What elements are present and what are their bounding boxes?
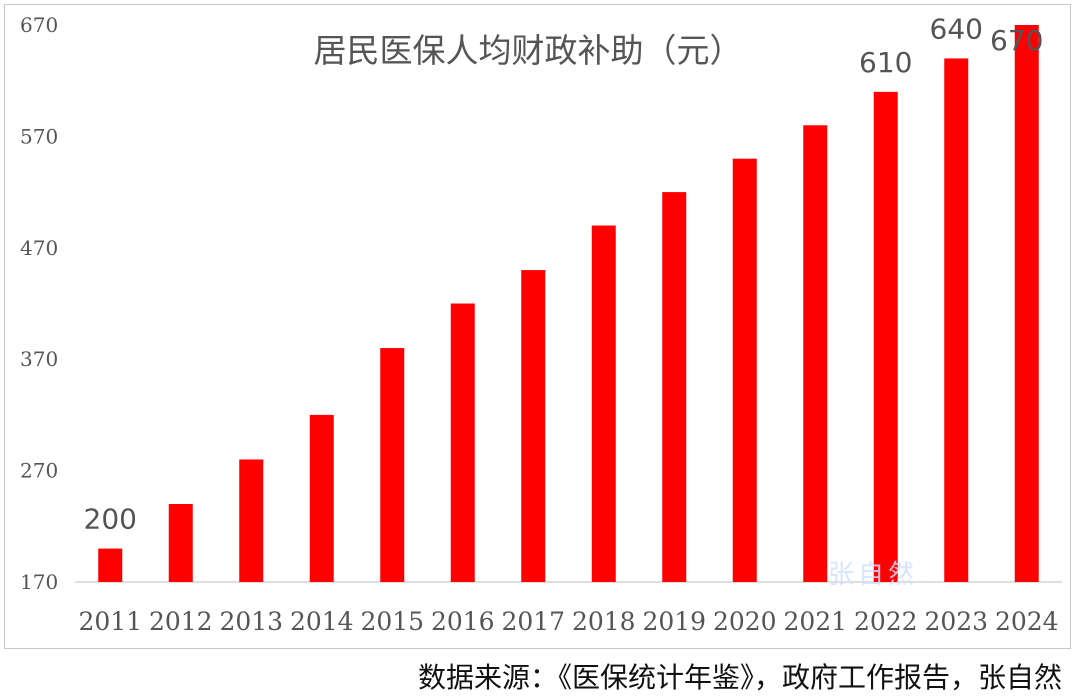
x-tick-label: 2011 (78, 607, 142, 636)
x-tick-label: 2022 (854, 607, 918, 636)
x-tick-label: 2012 (149, 607, 213, 636)
x-tick-label: 2014 (290, 607, 354, 636)
y-tick-label: 670 (20, 13, 58, 37)
x-tick-label: 2017 (501, 607, 565, 636)
bar-2019 (662, 192, 687, 582)
y-axis: 170 270 370 470 570 670 (20, 13, 58, 594)
x-tick-label: 2020 (713, 607, 777, 636)
bar-2018 (591, 225, 616, 582)
chart-title: 居民医保人均财政补助（元） (314, 31, 743, 70)
x-tick-label: 2015 (360, 607, 424, 636)
y-tick-label: 570 (20, 124, 58, 148)
bar-2017 (521, 270, 546, 582)
bar-2015 (380, 348, 405, 582)
y-tick-label: 370 (20, 347, 58, 371)
watermark: 张自然 (828, 560, 919, 590)
x-tick-label: 2016 (431, 607, 495, 636)
source-note: 数据来源：《医保统计年鉴》，政府工作报告，张自然 (417, 661, 1062, 694)
bar-2021 (803, 125, 828, 582)
data-label: 670 (990, 24, 1043, 57)
bar-2022 (873, 91, 898, 582)
bar-2023 (944, 58, 969, 583)
x-tick-label: 2023 (924, 607, 988, 636)
data-labels: 200 610 640 670 (84, 12, 1044, 535)
x-tick-label: 2013 (219, 607, 283, 636)
bar-2016 (450, 303, 475, 582)
x-tick-label: 2024 (995, 607, 1059, 636)
bar-2020 (732, 158, 757, 582)
bar-2014 (309, 414, 334, 582)
x-tick-label: 2019 (642, 607, 706, 636)
bars (98, 25, 1039, 583)
data-label: 610 (859, 46, 912, 79)
y-tick-label: 470 (20, 236, 58, 260)
data-label: 640 (930, 12, 983, 45)
bar-2011 (98, 548, 123, 582)
bar-2012 (168, 504, 193, 582)
x-tick-label: 2021 (783, 607, 847, 636)
data-label: 200 (84, 503, 137, 536)
x-tick-label: 2018 (572, 607, 636, 636)
bar-2024 (1014, 25, 1039, 582)
y-tick-label: 170 (20, 570, 58, 594)
bar-2013 (239, 459, 264, 582)
y-tick-label: 270 (20, 459, 58, 483)
